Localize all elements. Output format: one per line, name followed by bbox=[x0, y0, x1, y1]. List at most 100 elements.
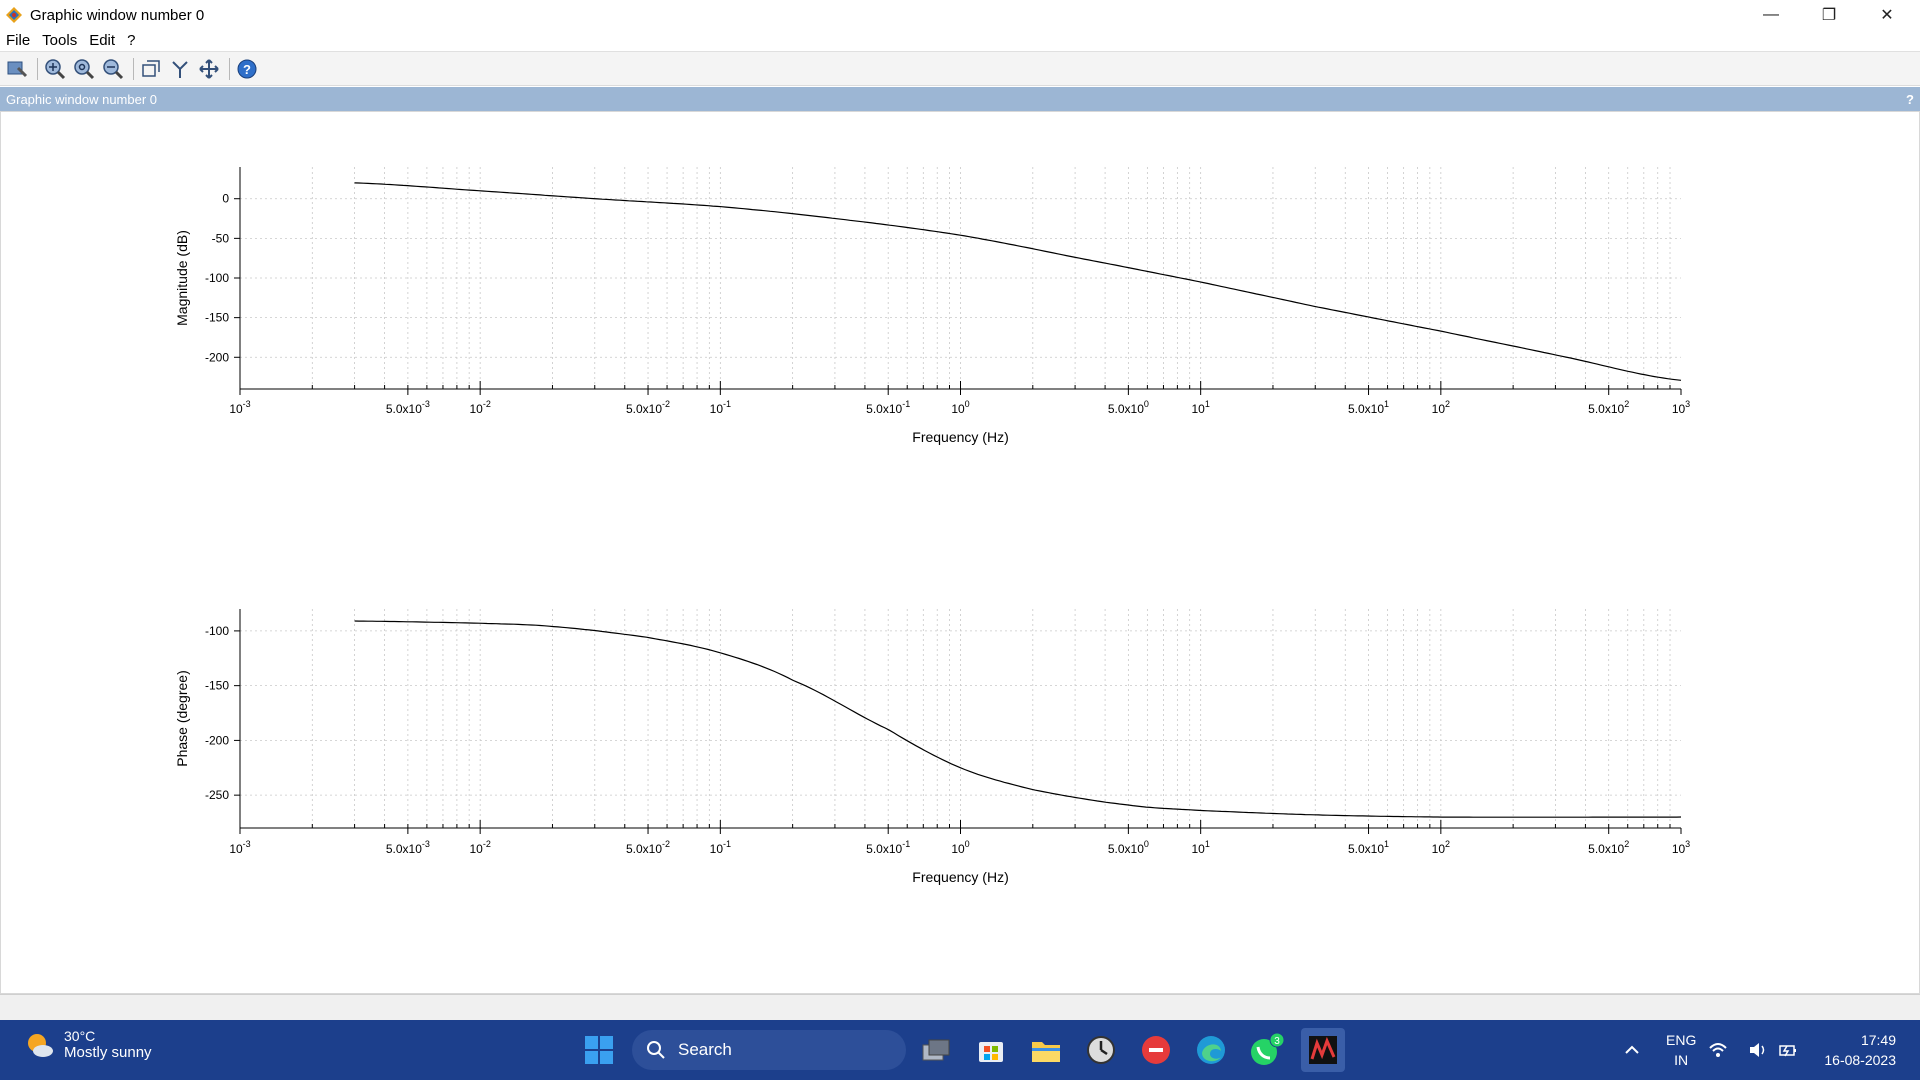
search-placeholder: Search bbox=[678, 1040, 732, 1059]
x-tick-label: 5.0x10-2 bbox=[626, 399, 670, 416]
toolbar: ? bbox=[0, 52, 1920, 86]
x-tick-label: 5.0x102 bbox=[1588, 839, 1629, 856]
zoom-in-icon[interactable] bbox=[42, 56, 68, 82]
x-tick-label: 5.0x100 bbox=[1108, 839, 1149, 856]
y-tick-label: 0 bbox=[222, 192, 229, 206]
x-tick-label: 5.0x10-3 bbox=[386, 399, 430, 416]
x-tick-label: 10-1 bbox=[710, 839, 731, 856]
recorder-app-icon[interactable] bbox=[1136, 1030, 1176, 1070]
x-tick-label: 100 bbox=[951, 839, 969, 856]
bode-plot-canvas: 0 -50 -100 -150 -200 10-3 5.0x10-3 10-2 5.0x10-2… bbox=[174, 167, 1690, 885]
toolbar-separator bbox=[133, 57, 134, 80]
x-tick-label: 102 bbox=[1432, 839, 1450, 856]
wifi-icon[interactable] bbox=[1707, 1030, 1729, 1070]
x-tick-label: 10-1 bbox=[710, 399, 731, 416]
x-axis-label: Frequency (Hz) bbox=[912, 429, 1008, 445]
x-tick-label: 10-3 bbox=[229, 839, 250, 856]
clock-app-icon[interactable] bbox=[1081, 1030, 1121, 1070]
task-view-icon[interactable] bbox=[916, 1030, 956, 1070]
pan-icon[interactable] bbox=[196, 56, 222, 82]
volume-icon[interactable] bbox=[1747, 1030, 1769, 1070]
restore-button[interactable]: ❐ bbox=[1821, 7, 1837, 24]
x-tick-label: 5.0x100 bbox=[1108, 399, 1149, 416]
menu-file[interactable]: File bbox=[6, 32, 31, 49]
weather-widget[interactable]: 30°C Mostly sunny bbox=[24, 1028, 152, 1061]
scilab-app-icon bbox=[6, 7, 22, 23]
close-button[interactable]: ✕ bbox=[1880, 7, 1894, 24]
menu-edit[interactable]: Edit bbox=[89, 32, 116, 49]
magnitude-plot: 0 -50 -100 -150 -200 10-3 5.0x10-3 10-2 5.0x10-2… bbox=[174, 167, 1690, 445]
y-tick-label: -150 bbox=[205, 311, 229, 325]
y-axis-label: Phase (degree) bbox=[174, 670, 190, 767]
x-tick-label: 10-2 bbox=[469, 839, 490, 856]
x-tick-label: 5.0x101 bbox=[1348, 399, 1389, 416]
y-tick-label: -250 bbox=[205, 788, 229, 802]
system-clock[interactable]: 17:49 16-08-2023 bbox=[1824, 1030, 1896, 1070]
sun-cloud-icon bbox=[28, 1033, 53, 1057]
menu-tools[interactable]: Tools bbox=[42, 32, 78, 49]
whatsapp-icon[interactable]: 3 bbox=[1246, 1030, 1286, 1070]
series-line bbox=[354, 182, 1682, 381]
x-axis-label: Frequency (Hz) bbox=[912, 869, 1008, 885]
y-tick-label: -100 bbox=[205, 271, 229, 285]
data-tips-icon[interactable] bbox=[167, 56, 193, 82]
file-explorer-icon[interactable] bbox=[1026, 1030, 1066, 1070]
start-button[interactable] bbox=[579, 1030, 619, 1070]
zoom-reset-icon[interactable] bbox=[71, 56, 97, 82]
svg-text:?: ? bbox=[243, 62, 251, 77]
graphic-canvas[interactable]: 0 -50 -100 -150 -200 10-3 5.0x10-3 10-2 5.0x10-2… bbox=[0, 111, 1920, 994]
search-icon bbox=[647, 1041, 665, 1059]
status-bar bbox=[0, 994, 1920, 1020]
docked-help-button[interactable]: ? bbox=[1906, 91, 1914, 107]
x-tick-label: 5.0x10-3 bbox=[386, 839, 430, 856]
language-indicator[interactable]: ENG IN bbox=[1666, 1030, 1696, 1070]
taskbar: 30°C Mostly sunny Search 3 ENG bbox=[0, 1020, 1920, 1080]
x-tick-label: 5.0x101 bbox=[1348, 839, 1389, 856]
x-tick-label: 103 bbox=[1672, 399, 1690, 416]
zoom-out-icon[interactable] bbox=[100, 56, 126, 82]
taskbar-search[interactable]: Search bbox=[632, 1030, 906, 1070]
whatsapp-badge: 3 bbox=[1274, 1036, 1280, 1047]
x-tick-label: 101 bbox=[1191, 839, 1209, 856]
menu-bar: File Tools Edit ? bbox=[0, 30, 1920, 52]
rotate-3d-icon[interactable] bbox=[138, 56, 164, 82]
title-bar: Graphic window number 0 bbox=[0, 0, 1920, 30]
menu-help[interactable]: ? bbox=[127, 32, 136, 49]
show-hidden-icons-icon[interactable] bbox=[1612, 1030, 1652, 1070]
weather-description: Mostly sunny bbox=[64, 1044, 152, 1061]
windows-logo-icon bbox=[585, 1036, 613, 1064]
docked-window-title: Graphic window number 0 bbox=[6, 91, 158, 107]
y-tick-label: -200 bbox=[205, 733, 229, 747]
x-tick-label: 101 bbox=[1191, 399, 1209, 416]
phase-plot: -100 -150 -200 -250 10-3 5.0x10-3 10-2 5.0x10-2… bbox=[174, 609, 1690, 885]
x-tick-label: 102 bbox=[1432, 399, 1450, 416]
battery-icon[interactable] bbox=[1777, 1030, 1799, 1070]
y-tick-label: -100 bbox=[205, 624, 229, 638]
y-tick-label: -50 bbox=[212, 231, 230, 245]
x-tick-label: 103 bbox=[1672, 839, 1690, 856]
scilab-taskbar-icon[interactable] bbox=[1301, 1028, 1345, 1072]
datatip-icon[interactable] bbox=[4, 56, 30, 82]
language-code: ENG bbox=[1666, 1032, 1697, 1048]
x-tick-label: 5.0x10-1 bbox=[866, 399, 910, 416]
x-tick-label: 100 bbox=[951, 399, 969, 416]
minimize-button[interactable]: — bbox=[1763, 6, 1779, 23]
series-line bbox=[354, 620, 1682, 818]
microsoft-store-icon[interactable] bbox=[971, 1030, 1011, 1070]
toolbar-separator bbox=[229, 57, 230, 80]
y-tick-label: -150 bbox=[205, 679, 229, 693]
x-tick-label: 10-3 bbox=[229, 399, 250, 416]
y-tick-label: -200 bbox=[205, 350, 229, 364]
y-axis-label: Magnitude (dB) bbox=[174, 230, 190, 326]
clock-time: 17:49 bbox=[1860, 1032, 1896, 1048]
help-icon[interactable]: ? bbox=[234, 56, 260, 82]
clock-date: 16-08-2023 bbox=[1824, 1052, 1896, 1068]
x-tick-label: 5.0x102 bbox=[1588, 399, 1629, 416]
edge-browser-icon[interactable] bbox=[1191, 1030, 1231, 1070]
docked-window-bar: Graphic window number 0 ? bbox=[0, 87, 1920, 111]
weather-temperature: 30°C bbox=[64, 1028, 96, 1044]
x-tick-label: 10-2 bbox=[469, 399, 490, 416]
x-tick-label: 5.0x10-1 bbox=[866, 839, 910, 856]
window-title: Graphic window number 0 bbox=[30, 6, 205, 24]
toolbar-separator bbox=[37, 57, 38, 80]
